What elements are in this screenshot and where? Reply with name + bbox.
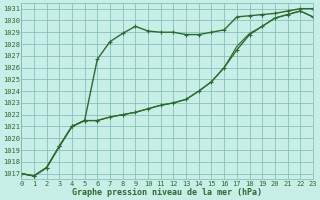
X-axis label: Graphe pression niveau de la mer (hPa): Graphe pression niveau de la mer (hPa) xyxy=(72,188,262,197)
